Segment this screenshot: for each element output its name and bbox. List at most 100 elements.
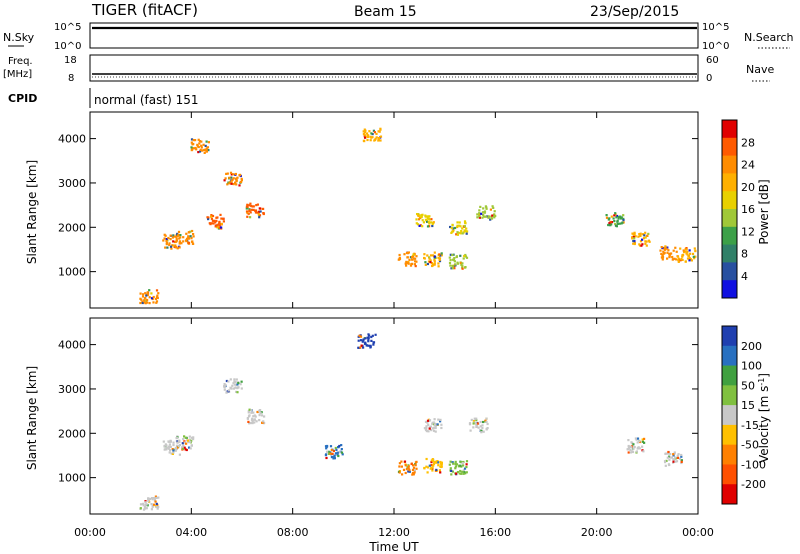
echo-cell	[218, 224, 221, 227]
echo-cell	[433, 263, 436, 266]
echo-cell	[436, 423, 439, 426]
echo-cell	[172, 449, 175, 452]
y-tick-label: 1000	[58, 472, 86, 485]
echo-cell	[165, 448, 168, 451]
echo-cell	[248, 408, 251, 411]
echo-cell	[187, 441, 190, 444]
echo-cell	[367, 344, 370, 347]
echo-cell	[163, 237, 166, 240]
echo-cell	[258, 216, 261, 219]
echo-cell	[631, 442, 634, 445]
colorbar-tick-label: -100	[741, 458, 766, 471]
echo-cell	[640, 244, 643, 247]
echo-cell	[479, 205, 482, 208]
echo-cell	[454, 263, 457, 266]
echo-cell	[414, 265, 417, 268]
echo-cell	[432, 459, 435, 463]
echo-cell	[476, 213, 479, 216]
echo-cell	[491, 214, 494, 217]
echo-cell	[680, 459, 683, 462]
echo-cell	[329, 445, 333, 448]
echo-cell	[485, 417, 488, 420]
echo-cell	[369, 345, 372, 348]
echo-cell	[481, 427, 484, 430]
echo-cell	[426, 220, 429, 223]
echo-cell	[410, 258, 414, 261]
echo-cell	[437, 464, 440, 467]
echo-cell	[633, 233, 636, 236]
echo-cell	[359, 339, 363, 342]
echo-cell	[453, 260, 456, 263]
echo-cell	[362, 339, 365, 342]
echo-cell	[407, 465, 410, 468]
echo-cell	[337, 454, 340, 458]
echo-cell	[679, 259, 682, 262]
echo-cell	[327, 452, 330, 455]
echo-cell	[176, 441, 179, 444]
echo-cell	[622, 214, 625, 217]
echo-cell	[612, 217, 615, 220]
echo-cell	[156, 507, 159, 510]
echo-cell	[223, 388, 226, 391]
echo-cell	[664, 248, 667, 251]
echo-cell	[457, 262, 460, 265]
echo-cell	[197, 151, 200, 154]
echo-cluster	[423, 251, 443, 268]
echo-cell	[440, 423, 443, 426]
echo-cell	[178, 453, 181, 456]
echo-cell	[454, 460, 457, 463]
echo-cell	[220, 226, 223, 229]
echo-cell	[219, 213, 222, 216]
echo-cell	[377, 139, 380, 142]
echo-cell	[689, 252, 692, 255]
echo-cell	[253, 421, 256, 424]
echo-cell	[461, 462, 464, 465]
echo-cell	[431, 427, 434, 430]
echo-cell	[478, 209, 481, 212]
echo-cell	[214, 221, 217, 224]
echo-cell	[146, 301, 149, 304]
echo-cell	[404, 464, 407, 467]
echo-cell	[440, 461, 443, 464]
echo-cell	[174, 244, 177, 247]
nsearch-label: N.Search	[744, 31, 794, 44]
echo-cell	[379, 139, 382, 142]
colorbar-swatch	[722, 385, 737, 406]
echo-cell	[489, 218, 492, 221]
echo-cell	[247, 420, 250, 423]
colorbar-tick-label: 16	[741, 203, 755, 216]
echo-cell	[240, 387, 243, 390]
echo-cell	[415, 255, 418, 258]
echo-cell	[486, 422, 489, 426]
echo-cell	[428, 215, 431, 218]
echo-cell	[206, 146, 209, 149]
echo-cell	[364, 136, 367, 139]
echo-cell	[398, 471, 401, 474]
echo-cell	[225, 379, 228, 383]
nsearch-tick-bottom: 10^0	[702, 41, 729, 52]
echo-cell	[626, 448, 629, 451]
echo-cell	[429, 425, 432, 428]
nsky-tick-bottom: 10^0	[54, 41, 81, 52]
echo-cell	[192, 233, 195, 236]
echo-cell	[177, 233, 180, 236]
echo-cell	[192, 235, 195, 238]
echo-cell	[614, 223, 617, 226]
echo-cell	[204, 144, 207, 147]
echo-cell	[398, 258, 401, 261]
echo-cell	[333, 455, 336, 458]
echo-cell	[643, 441, 646, 444]
echo-cell	[615, 216, 618, 219]
echo-cell	[618, 222, 621, 225]
colorbar-swatch	[722, 345, 737, 367]
echo-cell	[229, 180, 232, 183]
echo-cell	[169, 238, 172, 241]
colorbar-swatch	[722, 326, 737, 347]
echo-cell	[607, 218, 610, 221]
echo-cell	[256, 203, 259, 206]
echo-cell	[456, 471, 459, 474]
echo-cell	[334, 452, 337, 455]
echo-cell	[240, 179, 243, 182]
echo-cell	[632, 235, 635, 239]
echo-cell	[634, 235, 637, 238]
